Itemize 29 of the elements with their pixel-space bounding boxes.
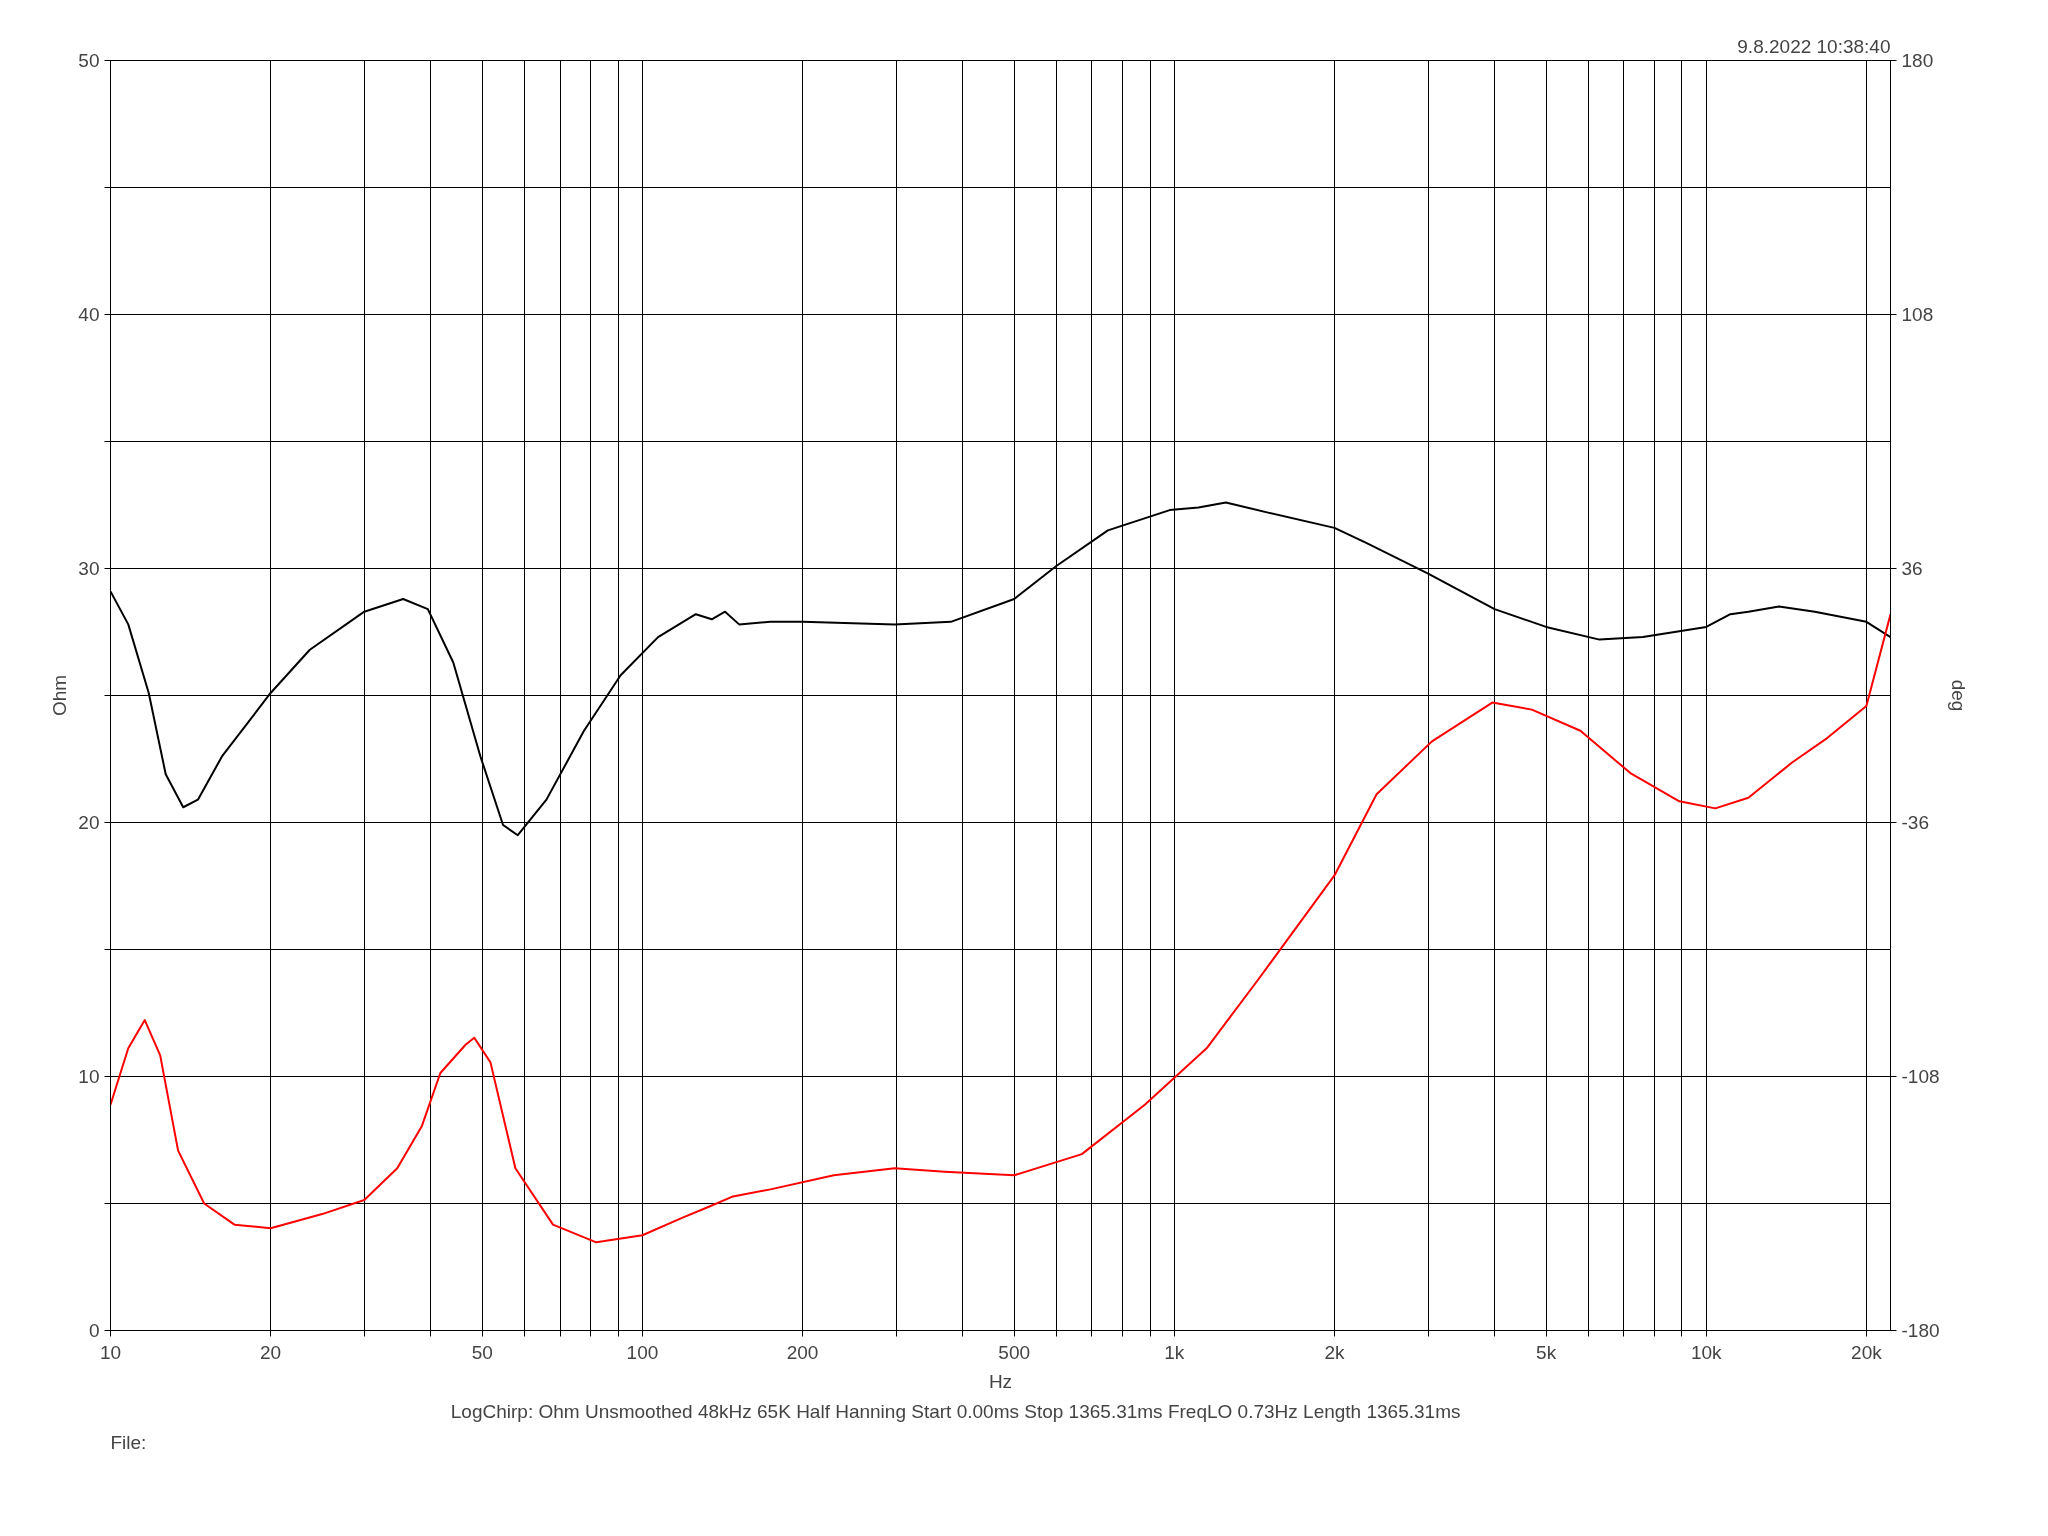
x-tick-label: 2k — [1324, 1341, 1345, 1363]
x-tick-label: 1k — [1164, 1341, 1185, 1363]
x-tick-label: 100 — [626, 1341, 659, 1363]
text: File: — [110, 1431, 147, 1453]
y2-tick-label: -180 — [1901, 1320, 1940, 1341]
x-tick-label: 20 — [260, 1341, 282, 1363]
x-tick-label: 5k — [1536, 1341, 1557, 1363]
x-tick-label: 50 — [471, 1341, 493, 1363]
text: 9.8.2022 10:38:40 — [1737, 35, 1891, 57]
x-tick-label: 10k — [1690, 1341, 1723, 1363]
y2-tick-label: 180 — [1901, 50, 1934, 71]
y2-tick-label: -108 — [1901, 1066, 1940, 1087]
text: LogChirp: Ohm Unsmoothed 48kHz 65K Half Hanning Start 0.00ms Stop 1365.31ms FreqLO 0.73Hz Length 1365.31ms — [450, 1400, 1461, 1422]
y-tick-label: 30 — [78, 558, 100, 579]
y2-tick-label: 36 — [1901, 558, 1923, 579]
y2-axis-title: deg — [1947, 679, 1969, 712]
y2-tick-label: 108 — [1901, 304, 1934, 325]
x-tick-label: 200 — [786, 1341, 819, 1363]
y-axis-title: Ohm — [49, 674, 71, 717]
y2-tick-label: -36 — [1901, 812, 1929, 833]
x-axis-title: Hz — [988, 1370, 1013, 1392]
x-tick-label: 10 — [99, 1341, 122, 1363]
x-tick-label: 500 — [998, 1341, 1031, 1363]
y-tick-label: 0 — [88, 1320, 100, 1341]
y-tick-label: 20 — [78, 812, 100, 833]
y-tick-label: 10 — [78, 1066, 100, 1087]
y-tick-label: 40 — [78, 304, 100, 325]
x-tick-label: 20k — [1851, 1341, 1883, 1363]
y-tick-label: 50 — [78, 50, 100, 71]
